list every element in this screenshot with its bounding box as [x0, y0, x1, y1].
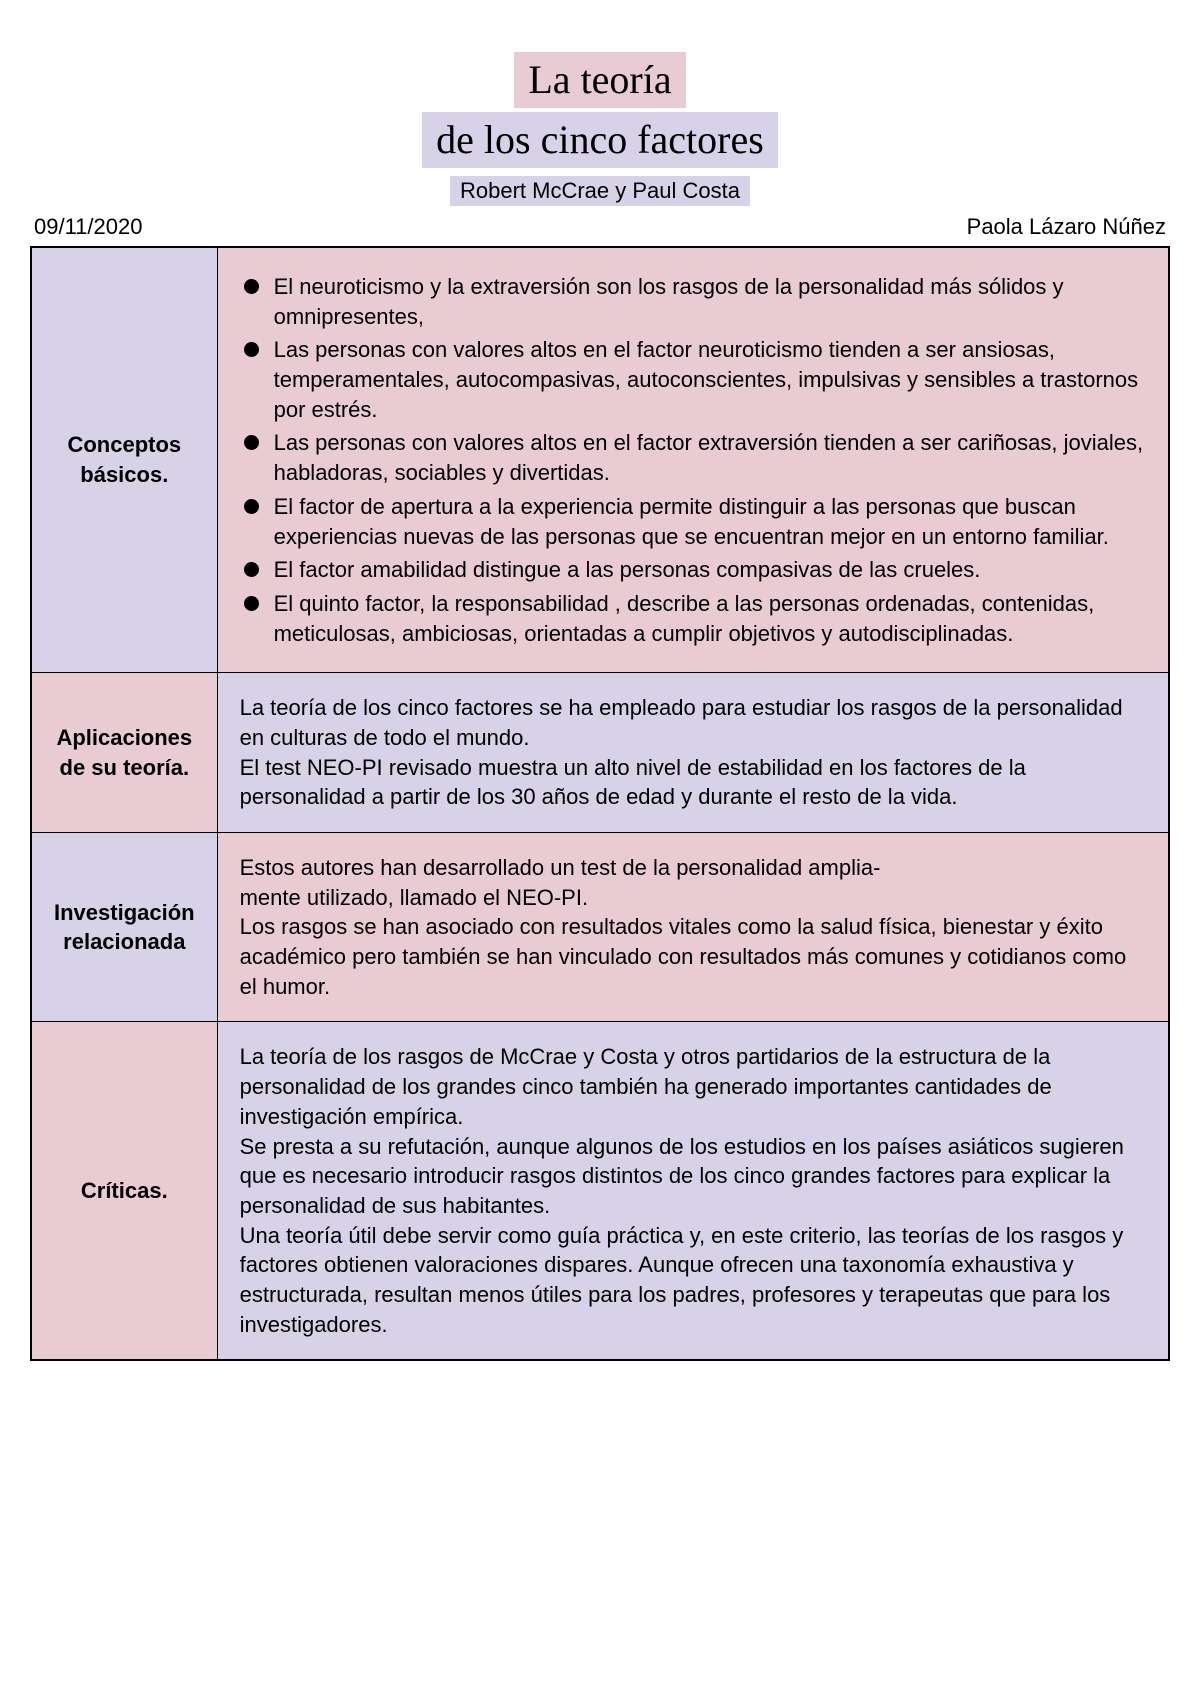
authors: Robert McCrae y Paul Costa [450, 176, 750, 206]
row-label: Conceptos básicos. [31, 247, 217, 673]
row-label: Aplicaciones de su teoría. [31, 673, 217, 833]
title-line-2: de los cinco factores [422, 112, 778, 168]
row-content: La teoría de los cinco factores se ha em… [217, 673, 1169, 833]
row-label: Críticas. [31, 1022, 217, 1360]
student-name: Paola Lázaro Núñez [967, 214, 1166, 240]
table-row: Investigación relacionadaEstos autores h… [31, 833, 1169, 1022]
list-item: El neuroticismo y la extraversión son lo… [274, 272, 1146, 331]
row-content: El neuroticismo y la extraversión son lo… [217, 247, 1169, 673]
list-item: El quinto factor, la responsabilidad , d… [274, 589, 1146, 648]
table-row: Conceptos básicos. El neuroticismo y la e… [31, 247, 1169, 673]
row-content: La teoría de los rasgos de McCrae y Cost… [217, 1022, 1169, 1360]
table-row: Críticas.La teoría de los rasgos de McCr… [31, 1022, 1169, 1360]
list-item: El factor de apertura a la experiencia p… [274, 492, 1146, 551]
title-block: La teoría de los cinco factores Robert M… [30, 50, 1170, 206]
content-table: Conceptos básicos. El neuroticismo y la e… [30, 246, 1170, 1361]
list-item: Las personas con valores altos en el fac… [274, 428, 1146, 487]
bullet-list: El neuroticismo y la extraversión son lo… [240, 272, 1146, 648]
table-row: Aplicaciones de su teoría.La teoría de l… [31, 673, 1169, 833]
title-line-1: La teoría [514, 52, 685, 108]
list-item: El factor amabilidad distingue a las per… [274, 555, 1146, 585]
date: 09/11/2020 [34, 214, 142, 240]
row-label: Investigación relacionada [31, 833, 217, 1022]
meta-row: 09/11/2020 Paola Lázaro Núñez [30, 214, 1170, 246]
list-item: Las personas con valores altos en el fac… [274, 335, 1146, 424]
row-content: Estos autores han desarrollado un test d… [217, 833, 1169, 1022]
